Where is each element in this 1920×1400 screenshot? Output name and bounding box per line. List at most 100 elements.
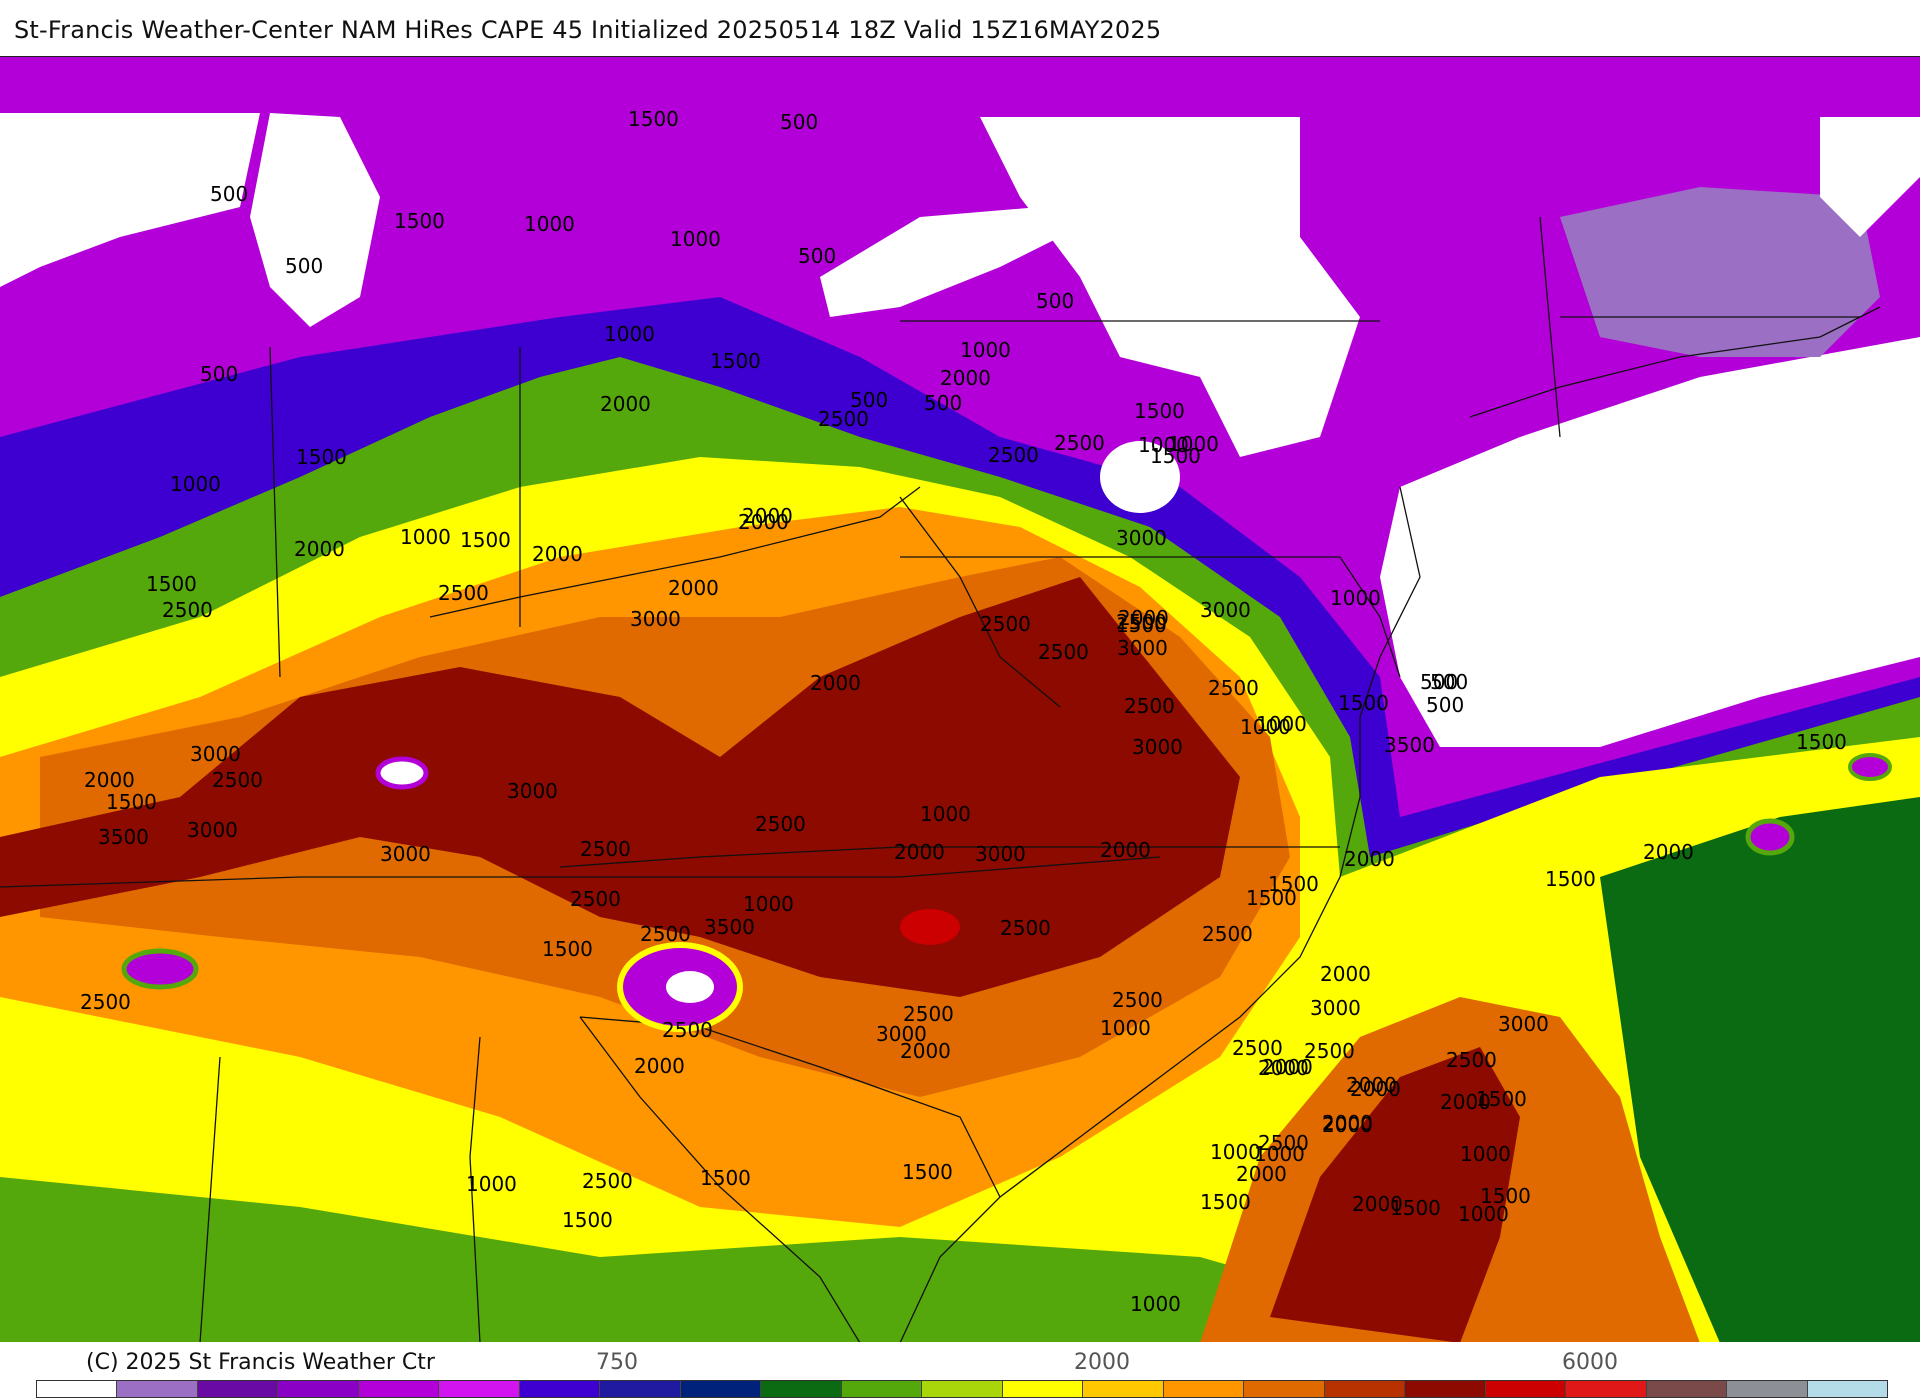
contour-label: 1000	[1168, 432, 1219, 456]
contour-label: 1000	[1138, 433, 1189, 457]
contour-label: 2500	[582, 1169, 633, 1193]
contour-label: 3000	[187, 818, 238, 842]
colorbar-swatch	[278, 1381, 359, 1397]
border-ms-al	[199, 1056, 221, 1343]
contour-label: 2000	[810, 671, 861, 695]
contour-label: 2500	[903, 1002, 954, 1026]
contour-label: 1500	[1796, 730, 1847, 754]
cape-band-3000	[0, 577, 1240, 997]
copyright-text: (C) 2025 St Francis Weather Ctr	[86, 1350, 435, 1375]
ny-coastline	[1469, 306, 1881, 418]
contour-label: 3000	[1200, 598, 1251, 622]
contour-label: 2000	[1320, 962, 1371, 986]
colorbar-swatch	[1646, 1381, 1728, 1397]
colorbar-swatch	[922, 1381, 1003, 1397]
contour-label: 1500	[1134, 399, 1185, 423]
contour-label: 2500	[1038, 640, 1089, 664]
contour-label: 2500	[1202, 922, 1253, 946]
contour-label: 1000	[960, 338, 1011, 362]
pocket-offshore-2	[1848, 753, 1892, 781]
contour-label: 2500	[818, 407, 869, 431]
colorbar-swatch	[1566, 1381, 1647, 1397]
contour-label: 1000	[170, 472, 221, 496]
contour-label: 1500	[1116, 613, 1167, 637]
contour-label: 3000	[507, 779, 558, 803]
contour-label: 1000	[524, 212, 575, 236]
contour-label: 1000	[1100, 1016, 1151, 1040]
contour-label: 2500	[1116, 610, 1167, 634]
contour-label: 2500	[980, 612, 1031, 636]
lake-michigan	[250, 113, 380, 327]
colorbar-swatch	[519, 1381, 601, 1397]
contour-label: 2000	[84, 768, 135, 792]
border-il-in	[269, 346, 281, 678]
contour-label: 2500	[570, 887, 621, 911]
contour-label: 2000	[1440, 1090, 1491, 1114]
contour-label: 2500	[1304, 1039, 1355, 1063]
contour-label: 500	[924, 391, 962, 415]
northeast-clear	[980, 117, 1360, 457]
new-england-white	[1820, 117, 1920, 237]
contour-label: 2000	[742, 504, 793, 528]
contour-label: 1500	[1246, 886, 1297, 910]
contour-label: 1000	[1330, 586, 1381, 610]
contour-label: 1500	[1150, 444, 1201, 468]
border-nc-va	[559, 846, 1340, 868]
contour-label: 3000	[1310, 996, 1361, 1020]
contour-label: 1500	[146, 572, 197, 596]
contour-label: 500	[1430, 670, 1468, 694]
contour-label: 2500	[662, 1018, 713, 1042]
contour-label: 1500	[1268, 872, 1319, 896]
contour-label: 3000	[1132, 735, 1183, 759]
cape-band-3500	[900, 909, 960, 945]
contour-label: 1000	[1458, 1202, 1509, 1226]
colorbar-tick-2000: 2000	[1074, 1350, 1130, 1375]
contour-label: 1500	[710, 349, 761, 373]
contour-label: 1000	[466, 1172, 517, 1196]
contour-label: 2500	[1124, 694, 1175, 718]
contour-label: 2000	[668, 576, 719, 600]
contour-label: 500	[210, 182, 248, 206]
contour-label: 1500	[1338, 691, 1389, 715]
border-wv-va	[899, 496, 1061, 708]
contour-label: 2000	[1322, 1111, 1373, 1135]
contour-label: 1000	[1240, 715, 1291, 739]
contour-label: 1500	[1476, 1087, 1527, 1111]
contour-label: 3000	[1498, 1012, 1549, 1036]
contour-label: 500	[780, 110, 818, 134]
contour-label: 1000	[1254, 1142, 1305, 1166]
pocket-ky	[375, 756, 429, 790]
contour-label: 1500	[700, 1166, 751, 1190]
colorbar-swatch	[680, 1381, 762, 1397]
contour-label: 1000	[670, 227, 721, 251]
contour-label: 1500	[394, 209, 445, 233]
cape-pockets	[121, 753, 1892, 1032]
colorbar-swatch	[117, 1381, 198, 1397]
contour-label: 2000	[1118, 606, 1169, 630]
atlantic-coastline	[899, 486, 1421, 1343]
contour-label: 2000	[894, 840, 945, 864]
colorbar-swatch	[1405, 1381, 1486, 1397]
zero-cape-areas	[0, 113, 1920, 747]
contour-label: 500	[850, 388, 888, 412]
legend-footer: (C) 2025 St Francis Weather Ctr 750 2000…	[0, 1342, 1920, 1400]
contour-label: 2500	[1232, 1036, 1283, 1060]
contour-label: 3000	[380, 842, 431, 866]
contour-label: 1000	[1460, 1142, 1511, 1166]
contour-label: 1500	[1390, 1196, 1441, 1220]
contour-label: 1000	[1210, 1140, 1261, 1164]
colorbar-swatch	[1324, 1381, 1406, 1397]
contour-label: 1000	[1130, 1292, 1181, 1316]
border-tn-kentucky	[0, 856, 1161, 888]
border-nj	[1339, 556, 1401, 678]
colorbar-swatch	[1083, 1381, 1164, 1397]
contour-label: 1000	[1256, 712, 1307, 736]
state-borders	[0, 216, 1860, 1343]
colorbar-swatch	[358, 1381, 440, 1397]
colorbar-swatch	[1163, 1381, 1245, 1397]
contour-label: 2000	[532, 542, 583, 566]
contour-label: 500	[1036, 289, 1074, 313]
contour-label: 3000	[630, 607, 681, 631]
contour-label: 2000	[1643, 840, 1694, 864]
pocket-tn	[121, 948, 199, 990]
